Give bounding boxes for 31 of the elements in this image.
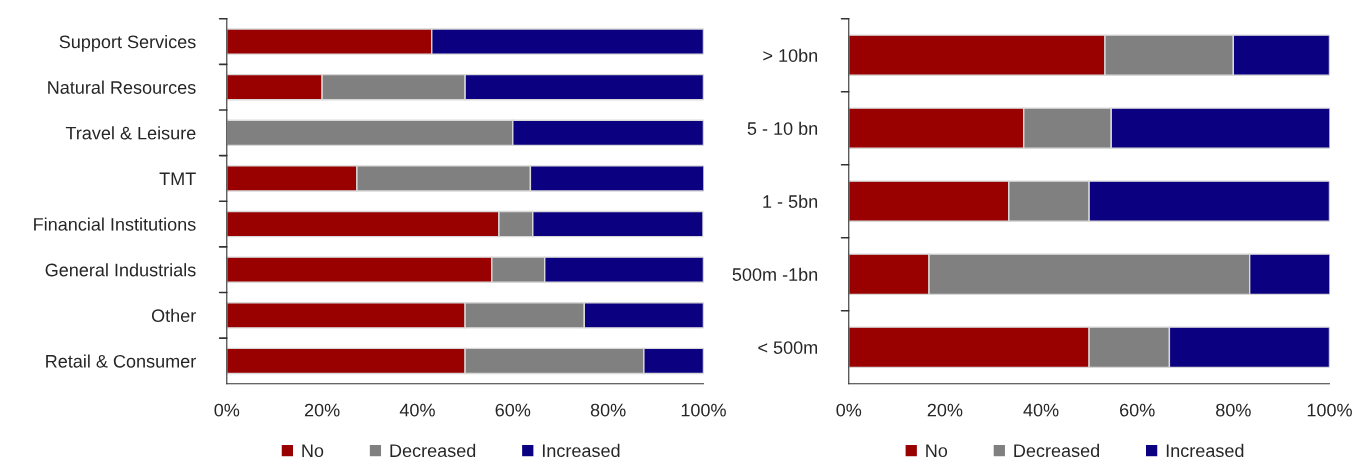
legend-label: Decreased [390,443,476,458]
y-tick-label: 1 - 5bn [763,194,818,208]
y-tick-label: Other [151,308,196,323]
x-tick-label: 60% [1120,403,1155,417]
y-tick-label: Natural Resources [48,80,196,94]
y-tick-label: > 10bn [763,48,818,62]
x-tick-label: 20% [927,403,963,417]
x-tick-label: 0% [836,403,862,417]
x-tick-label: 40% [399,403,435,417]
y-tick-label: TMT [159,172,196,185]
y-tick-label: < 500m [758,341,818,354]
y-tick-label: 5 - 10 bn [747,121,818,135]
x-tick-label: 80% [1216,403,1251,417]
y-tick-label: 500m -1bn [732,267,818,281]
x-tick-label: 20% [304,403,340,417]
legend-label: Increased [542,443,620,458]
y-tick-label: General Industrials [45,263,196,277]
x-tick-label: 100% [681,403,726,417]
legend-label: No [302,444,324,458]
x-tick-label: 100% [1307,403,1352,417]
y-tick-label: Retail & Consumer [46,354,196,368]
legend-label: No [926,444,948,458]
y-tick-label: Support Services [59,34,196,52]
y-tick-label: Travel & Leisure [65,126,196,140]
x-tick-label: 60% [495,403,531,417]
x-tick-label: 0% [214,403,240,417]
legend-label: Increased [1166,443,1244,458]
y-tick-label: Financial Institutions [34,217,196,231]
legend-label: Decreased [1014,443,1100,458]
x-tick-label: 40% [1023,403,1059,417]
x-tick-label: 80% [590,403,626,417]
